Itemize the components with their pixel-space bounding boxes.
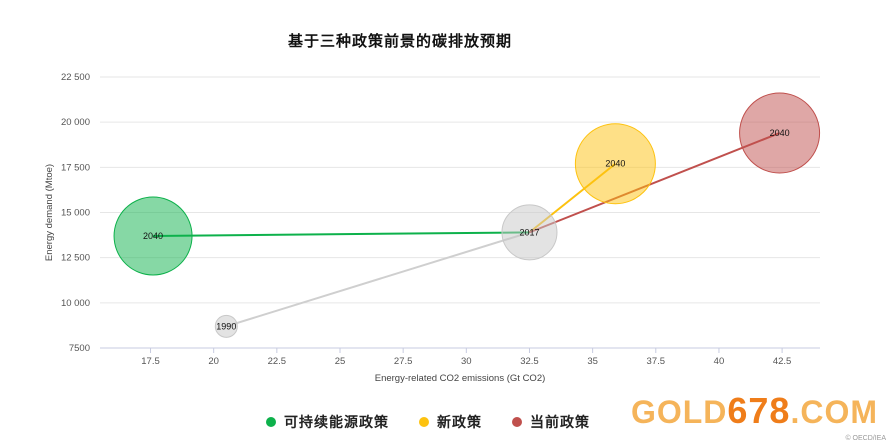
y-axis-label: Energy demand (Mtoe) (44, 164, 55, 261)
legend-item-current-policies[interactable]: 当前政策 (512, 412, 590, 432)
bubble-series-0-2040 (113, 196, 193, 276)
y-tick-label: 7500 (69, 343, 90, 354)
bubble-label-series-0: 2040 (143, 231, 163, 241)
bubble-label-historical: 1990 (216, 321, 236, 331)
x-tick-label: 40 (714, 356, 725, 367)
x-tick-label: 22.5 (268, 356, 287, 367)
series-line-0 (153, 231, 530, 237)
watermark-gold: GOLD (630, 394, 728, 430)
y-tick-label: 10 000 (61, 298, 90, 309)
bubble-historical-2017 (501, 204, 558, 261)
x-axis-label: Energy-related CO2 emissions (Gt CO2) (375, 373, 546, 384)
y-tick-label: 15 000 (61, 208, 90, 219)
y-tick-label: 17 500 (61, 162, 90, 173)
y-tick-label: 12 500 (61, 253, 90, 264)
x-tick-label: 25 (335, 356, 346, 367)
legend-label-current-policies: 当前政策 (530, 415, 590, 431)
legend-item-sustainable[interactable]: 可持续能源政策 (266, 412, 389, 432)
x-tick-label: 37.5 (647, 356, 666, 367)
x-tick-label: 32.5 (520, 356, 539, 367)
watermark-logo: GOLD678.COM (631, 390, 878, 432)
watermark-com: .COM (790, 394, 878, 430)
bubble-historical-1990 (214, 314, 238, 338)
chart-title: 基于三种政策前景的碳排放预期 (287, 32, 512, 50)
x-tick-label: 30 (461, 356, 472, 367)
x-tick-label: 42.5 (773, 356, 792, 367)
x-tick-label: 17.5 (141, 356, 160, 367)
bubble-series-2-2040 (739, 92, 821, 174)
legend: 可持续能源政策 新政策 当前政策 (266, 412, 590, 432)
historical-line (226, 231, 530, 328)
x-tick-label: 27.5 (394, 356, 413, 367)
legend-item-new-policies[interactable]: 新政策 (419, 412, 482, 432)
legend-label-new-policies: 新政策 (437, 415, 482, 431)
bubble-label-series-1: 2040 (605, 159, 625, 169)
bubble-series-1-2040 (574, 123, 656, 205)
bubble-label-historical: 2017 (519, 227, 539, 237)
legend-label-sustainable: 可持续能源政策 (284, 415, 389, 431)
bubble-label-series-2: 2040 (770, 128, 790, 138)
source-credit: © OECD/IEA (845, 435, 886, 442)
y-tick-label: 22 500 (61, 72, 90, 83)
legend-marker-current-policies (512, 417, 522, 427)
series-line-2 (529, 132, 780, 234)
legend-marker-sustainable (266, 417, 276, 427)
x-tick-label: 20 (208, 356, 219, 367)
y-tick-label: 20 000 (61, 117, 90, 128)
watermark-number: 678 (727, 390, 791, 431)
x-tick-label: 35 (587, 356, 598, 367)
legend-marker-new-policies (419, 417, 429, 427)
